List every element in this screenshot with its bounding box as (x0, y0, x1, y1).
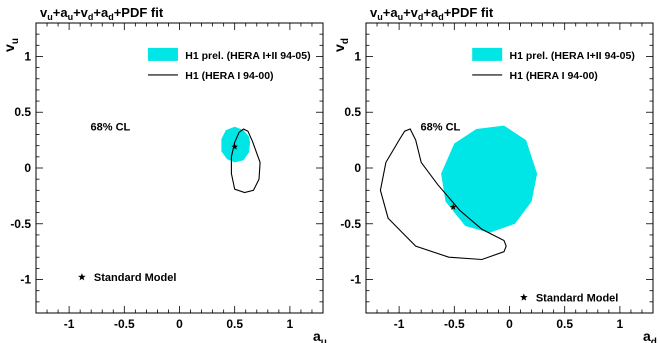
y-tick-label: 0.5 (344, 105, 361, 119)
legend-label-hera-i: H1 (HERA I 94-00) (185, 70, 273, 82)
chart-title: vu+au+vd+ad+PDF fit (40, 5, 164, 22)
y-tick-label: 0 (354, 161, 361, 175)
line-contour-hera-i (379, 128, 507, 261)
chart-title: vu+au+vd+ad+PDF fit (370, 5, 494, 22)
y-tick-label: 1 (24, 49, 31, 63)
standard-model-label: Standard Model (94, 272, 177, 284)
x-axis-label: ad (643, 328, 657, 343)
x-tick-label: -0.5 (444, 317, 465, 331)
legend-swatch-filled (147, 47, 178, 61)
y-tick-label: -1 (350, 273, 361, 287)
line-contour-hera-i (230, 128, 261, 194)
legend-label-hera-i-ii: H1 prel. (HERA I+II 94-05) (510, 50, 635, 62)
legend-swatch-filled (472, 47, 503, 61)
filled-contour-hera-i-ii (441, 125, 538, 233)
chart-panel-1: -1 -0.5 0 0.5 1 -1 -0.5 0 0.5 1 vu+au+vd+ad+PDF fi… (1, 5, 327, 343)
y-axis-label: vu (1, 38, 21, 52)
x-tick-label: 0.5 (226, 317, 243, 331)
x-tick-label: -1 (394, 317, 405, 331)
y-axis-label: vd (331, 38, 351, 52)
standard-model-point (449, 203, 457, 210)
cl-label: 68% CL (421, 121, 461, 133)
y-tick-label: -0.5 (10, 217, 31, 231)
standard-model-point (231, 143, 239, 150)
x-tick-label: -0.5 (114, 317, 135, 331)
y-tick-label: 0 (24, 161, 31, 175)
legend-label-hera-i-ii: H1 prel. (HERA I+II 94-05) (185, 50, 310, 62)
x-tick-label: 1 (287, 317, 294, 331)
x-axis-label: au (313, 328, 327, 343)
plot-frame (35, 22, 324, 314)
x-tick-label: -1 (64, 317, 75, 331)
x-tick-label: 1 (617, 317, 624, 331)
standard-model-legend-marker (520, 293, 528, 301)
x-tick-label: 0.5 (556, 317, 573, 331)
standard-model-label: Standard Model (536, 292, 619, 304)
chart-panel-2: -1 -0.5 0 0.5 1 -1 -0.5 0 0.5 1 vu+au+vd+ad+PDF fi… (331, 5, 657, 343)
x-tick-label: 0 (506, 317, 513, 331)
y-tick-label: -0.5 (340, 217, 361, 231)
legend-label-hera-i: H1 (HERA I 94-00) (510, 70, 598, 82)
cl-label: 68% CL (91, 121, 131, 133)
y-tick-label: 0.5 (14, 105, 31, 119)
y-tick-label: 1 (354, 49, 361, 63)
filled-contour-hera-i-ii (221, 126, 251, 163)
y-tick-label: -1 (20, 273, 31, 287)
x-tick-label: 0 (176, 317, 183, 331)
standard-model-legend-marker (78, 273, 86, 281)
